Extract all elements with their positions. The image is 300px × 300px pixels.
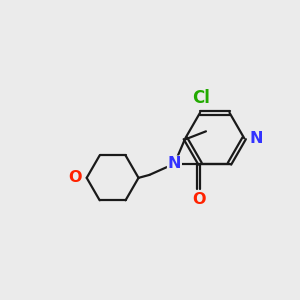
- Text: N: N: [168, 156, 181, 171]
- Text: N: N: [250, 131, 263, 146]
- Text: Cl: Cl: [193, 89, 211, 107]
- Text: O: O: [68, 170, 81, 185]
- Text: O: O: [192, 192, 205, 207]
